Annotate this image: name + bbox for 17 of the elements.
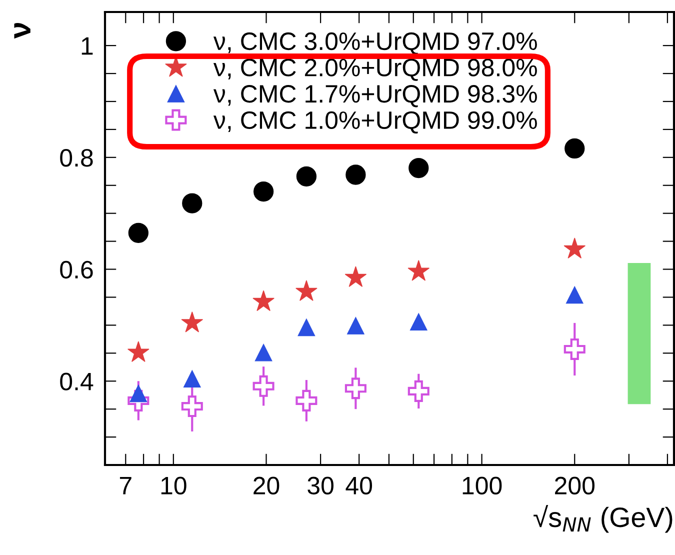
legend-label: ν, CMC 1.7%+UrQMD 98.3%	[213, 85, 537, 108]
legend-label: ν, CMC 3.0%+UrQMD 97.0%	[213, 32, 537, 55]
x-tick-label: 10	[161, 476, 186, 494]
y-tick-label: 1	[82, 37, 93, 55]
y-axis-title: ν	[14, 22, 30, 39]
x-tick-label: 30	[308, 476, 334, 494]
x-tick-label: 100	[462, 476, 502, 494]
y-tick-label: 0.8	[60, 149, 93, 167]
x-tick-label: 7	[120, 477, 132, 494]
y-tick-label: 0.6	[60, 260, 93, 279]
x-tick-label: 20	[254, 476, 280, 494]
legend-label: ν, CMC 1.0%+UrQMD 99.0%	[213, 111, 537, 134]
legend-label: ν, CMC 2.0%+UrQMD 98.0%	[213, 58, 537, 81]
x-tick-label: 40	[346, 476, 372, 494]
x-axis-title: √s$_{NN}$ (GeV)	[534, 504, 672, 533]
y-tick-label: 0.4	[60, 372, 94, 390]
x-tick-label: 200	[555, 476, 595, 494]
